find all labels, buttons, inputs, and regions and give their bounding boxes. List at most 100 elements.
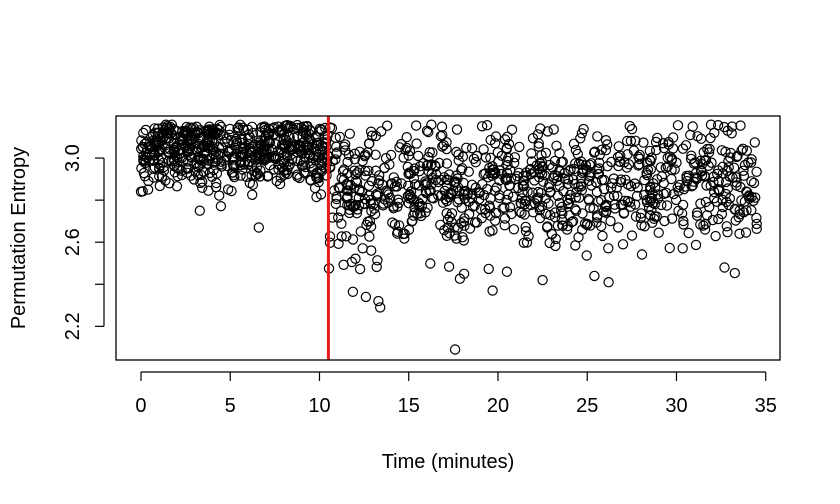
data-point: [369, 208, 381, 220]
data-point: [153, 145, 165, 156]
data-point: [746, 176, 757, 187]
data-point: [650, 136, 662, 148]
data-point: [658, 177, 670, 189]
data-point: [678, 219, 689, 230]
data-point: [626, 123, 638, 135]
data-point: [442, 214, 454, 225]
data-point: [314, 126, 325, 137]
data-point: [600, 207, 612, 218]
data-point: [276, 125, 287, 137]
data-point: [628, 145, 640, 156]
data-point: [403, 197, 414, 209]
data-point: [141, 151, 153, 163]
data-point: [274, 178, 286, 190]
data-point: [545, 209, 556, 221]
data-point: [746, 205, 757, 216]
data-point: [731, 151, 742, 163]
data-point: [741, 145, 753, 156]
data-point: [537, 161, 549, 173]
data-point: [441, 207, 452, 219]
data-point: [360, 165, 371, 177]
data-point: [542, 126, 553, 137]
data-point: [192, 161, 204, 172]
data-point: [575, 181, 587, 192]
data-point: [656, 199, 667, 211]
data-point: [443, 261, 455, 272]
data-point: [728, 162, 740, 173]
data-point: [592, 131, 603, 142]
data-point: [195, 124, 206, 136]
data-point: [638, 137, 649, 148]
data-point: [418, 157, 429, 169]
data-point: [615, 174, 627, 185]
data-point: [345, 179, 356, 191]
data-point: [685, 129, 696, 141]
data-point: [392, 226, 403, 237]
data-point: [349, 153, 360, 165]
data-point: [421, 187, 432, 199]
data-point: [244, 145, 255, 156]
data-point: [450, 176, 461, 187]
data-point: [135, 186, 147, 197]
data-point: [532, 129, 544, 140]
data-point: [441, 230, 453, 241]
x-tick-label: 5: [225, 395, 236, 417]
data-point: [375, 302, 386, 313]
data-point: [416, 210, 427, 222]
data-point: [468, 153, 480, 164]
data-point: [173, 163, 184, 174]
data-point: [315, 189, 327, 200]
data-point: [596, 144, 608, 155]
data-point: [234, 156, 246, 168]
data-point: [547, 162, 558, 173]
data-point: [351, 177, 363, 188]
data-point: [641, 157, 653, 168]
data-point: [219, 136, 230, 147]
data-point: [264, 136, 275, 147]
data-point: [705, 180, 716, 191]
data-point: [441, 158, 453, 169]
data-point: [426, 179, 437, 190]
x-tick-label: 0: [135, 395, 146, 417]
data-point: [232, 123, 243, 134]
data-point: [365, 126, 377, 137]
data-point: [401, 131, 412, 143]
data-point: [282, 122, 293, 134]
data-point: [476, 212, 487, 224]
data-point: [508, 224, 520, 235]
data-point: [358, 198, 369, 209]
data-point: [421, 125, 433, 137]
data-point: [635, 212, 646, 224]
data-point: [259, 135, 270, 147]
data-point: [645, 182, 656, 193]
data-point: [502, 131, 513, 142]
data-point: [435, 219, 446, 231]
data-point: [168, 146, 180, 157]
data-point: [461, 142, 472, 153]
data-point: [425, 258, 436, 269]
data-point: [621, 162, 633, 173]
data-point: [427, 147, 438, 158]
data-point: [341, 185, 353, 196]
data-point: [296, 148, 308, 159]
data-point: [740, 227, 752, 238]
data-point: [337, 166, 349, 177]
data-point: [392, 201, 403, 212]
data-point: [501, 172, 512, 184]
data-point: [194, 205, 205, 216]
data-point: [333, 212, 344, 223]
data-point: [490, 131, 502, 142]
data-point: [702, 143, 713, 155]
data-point: [578, 166, 589, 177]
data-point: [485, 193, 496, 204]
data-point: [746, 191, 757, 203]
data-point: [589, 147, 600, 158]
data-point: [518, 237, 530, 248]
data-point: [678, 183, 690, 195]
data-point: [436, 174, 447, 186]
data-point: [453, 149, 464, 160]
data-point: [481, 119, 493, 131]
data-point: [710, 230, 721, 242]
data-point: [630, 211, 642, 222]
data-point: [292, 169, 303, 180]
